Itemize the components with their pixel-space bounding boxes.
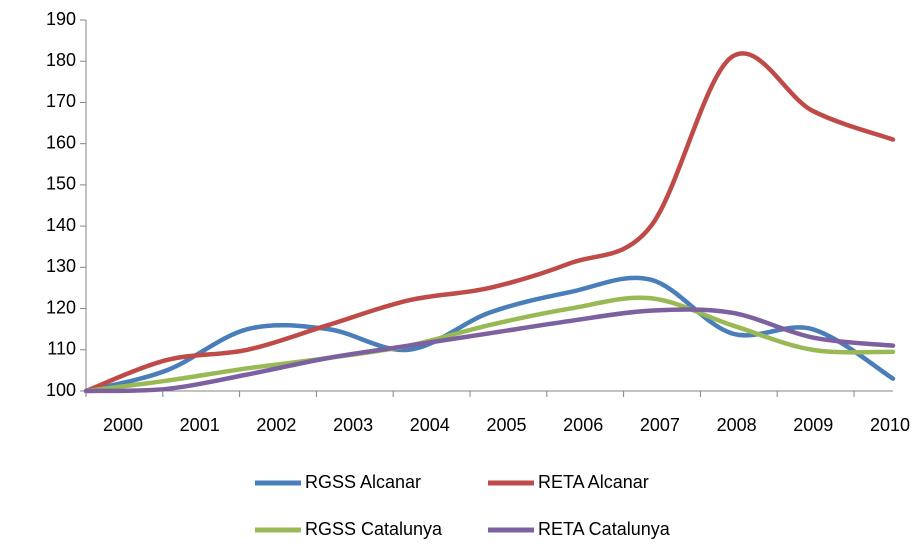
y-tick-label: 120 bbox=[46, 297, 76, 317]
y-tick-label: 110 bbox=[47, 339, 76, 359]
x-tick-label: 2006 bbox=[563, 415, 603, 435]
x-tick-label: 2009 bbox=[793, 415, 833, 435]
x-tick-label: 2003 bbox=[333, 415, 373, 435]
x-tick-label: 2001 bbox=[180, 415, 220, 435]
legend-label: RETA Catalunya bbox=[538, 519, 671, 539]
y-tick-label: 150 bbox=[46, 174, 76, 194]
y-tick-label: 170 bbox=[46, 91, 76, 111]
x-tick-label: 2004 bbox=[410, 415, 450, 435]
line bbox=[83, 307, 896, 394]
y-tick-label: 100 bbox=[46, 380, 76, 400]
legend-label: RGSS Alcanar bbox=[305, 472, 421, 492]
x-tick-label: 2002 bbox=[256, 415, 296, 435]
y-tick-label: 180 bbox=[46, 50, 76, 70]
y-tick-label: 190 bbox=[46, 9, 76, 29]
x-tick-label: 2000 bbox=[103, 415, 143, 435]
legend-label: RGSS Catalunya bbox=[305, 519, 443, 539]
line bbox=[83, 295, 896, 394]
legend-label: RETA Alcanar bbox=[538, 472, 649, 492]
x-tick-label: 2005 bbox=[486, 415, 526, 435]
y-tick-label: 140 bbox=[46, 215, 76, 235]
x-tick-label: 2010 bbox=[870, 415, 910, 435]
y-tick-label: 130 bbox=[46, 256, 76, 276]
x-tick-label: 2007 bbox=[640, 415, 680, 435]
y-tick-label: 160 bbox=[46, 132, 76, 152]
x-tick-label: 2008 bbox=[717, 415, 757, 435]
line bbox=[83, 51, 896, 394]
